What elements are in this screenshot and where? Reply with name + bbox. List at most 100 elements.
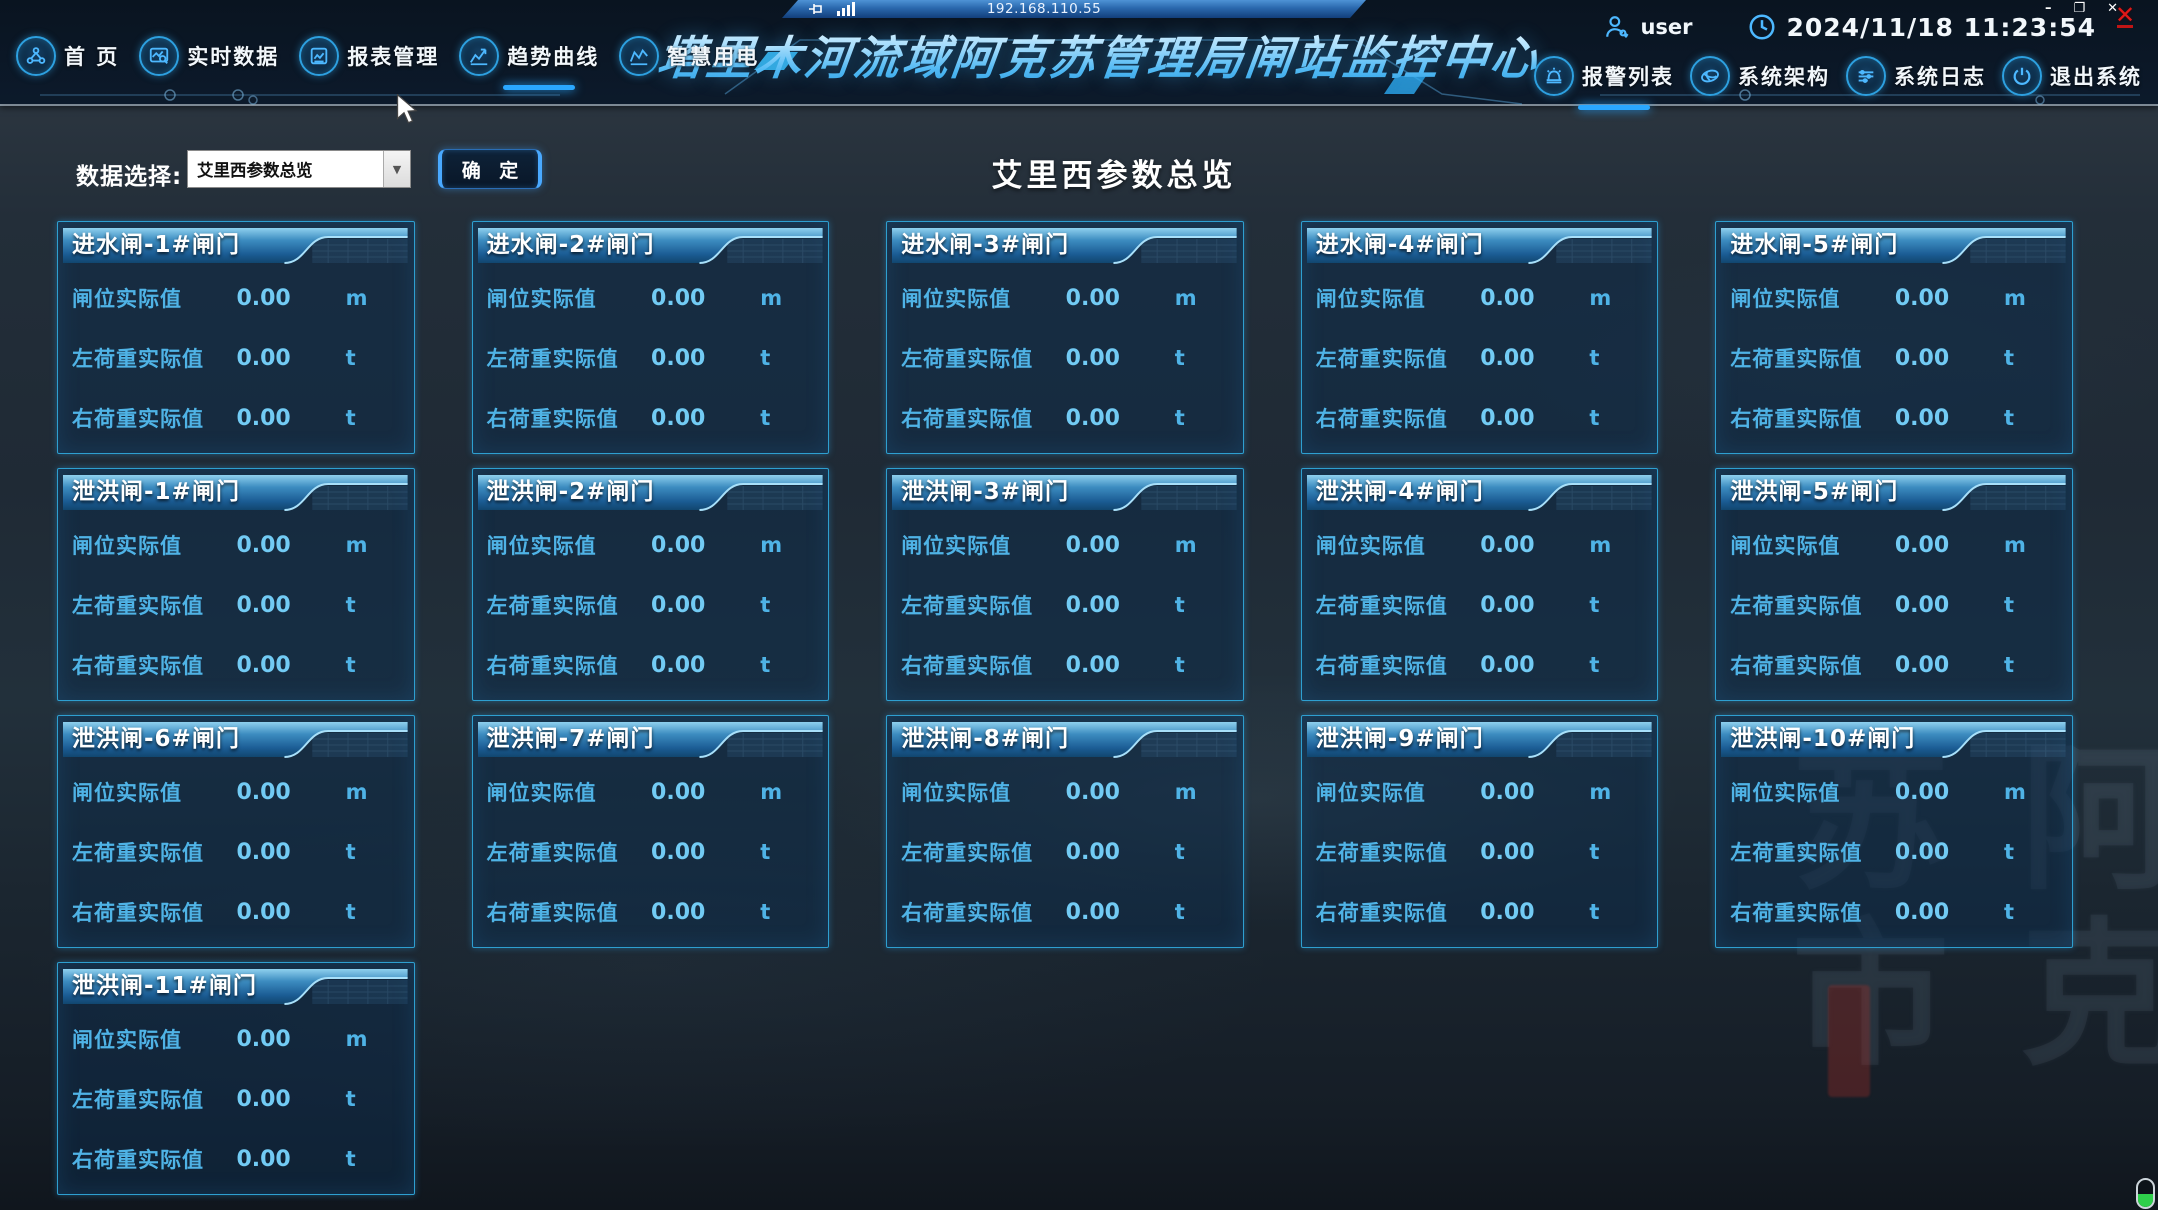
param-row-left-load: 左荷重实际值 0.00 t bbox=[1716, 822, 2072, 882]
param-value: 0.00 bbox=[651, 779, 706, 805]
param-row-left-load: 左荷重实际值 0.00 t bbox=[887, 328, 1243, 388]
gate-card-header: 进水闸-5#闸门 bbox=[1720, 226, 2068, 266]
param-unit: m bbox=[760, 780, 783, 804]
gate-card: 泄洪闸-2#闸门 闸位实际值 0.00 m 左荷重实际值 0.00 t 右荷重实… bbox=[471, 468, 830, 701]
clock-icon bbox=[1749, 14, 1774, 40]
param-unit: t bbox=[2004, 900, 2015, 924]
nav-active-indicator bbox=[1578, 105, 1650, 110]
param-row-gate-position: 闸位实际值 0.00 m bbox=[1716, 268, 2072, 328]
gate-card-header: 进水闸-1#闸门 bbox=[62, 226, 410, 266]
param-value: 0.00 bbox=[651, 839, 706, 865]
param-row-gate-position: 闸位实际值 0.00 m bbox=[58, 515, 414, 575]
page-title: 艾里西参数总览 bbox=[991, 158, 1237, 194]
param-label: 右荷重实际值 bbox=[1730, 901, 1863, 925]
gate-card-rows: 闸位实际值 0.00 m 左荷重实际值 0.00 t 右荷重实际值 0.00 t bbox=[1302, 515, 1658, 695]
nav-item-alarm-list[interactable]: 报警列表 bbox=[1534, 56, 1674, 110]
param-label: 闸位实际值 bbox=[1730, 781, 1841, 805]
param-label: 右荷重实际值 bbox=[72, 654, 204, 678]
param-row-right-load: 右荷重实际值 0.00 t bbox=[1716, 635, 2072, 695]
card-header-band bbox=[1306, 228, 1652, 264]
gate-card-title: 泄洪闸-3#闸门 bbox=[901, 479, 1070, 505]
param-value: 0.00 bbox=[1065, 652, 1120, 678]
nav-active-indicator bbox=[503, 85, 576, 90]
app-close-icon[interactable]: ✕ bbox=[2110, 2, 2140, 28]
gate-card-rows: 闸位实际值 0.00 m 左荷重实际值 0.00 t 右荷重实际值 0.00 t bbox=[58, 268, 414, 448]
gate-card: 进水闸-1#闸门 闸位实际值 0.00 m 左荷重实际值 0.00 t 右荷重实… bbox=[57, 221, 415, 454]
gate-card-title: 进水闸-4#闸门 bbox=[1315, 232, 1484, 258]
data-select-label: 数据选择: bbox=[76, 164, 183, 190]
dropdown-selected-value: 艾里西参数总览 bbox=[197, 161, 313, 180]
param-unit: m bbox=[1589, 286, 1612, 310]
gate-card: 泄洪闸-6#闸门 闸位实际值 0.00 m 左荷重实际值 0.00 t 右荷重实… bbox=[57, 715, 415, 948]
param-row-gate-position: 闸位实际值 0.00 m bbox=[1302, 762, 1658, 822]
param-unit: t bbox=[760, 406, 771, 430]
pin-icon[interactable] bbox=[808, 2, 824, 16]
data-select-dropdown[interactable]: 艾里西参数总览 ▼ bbox=[187, 150, 411, 188]
card-header-band bbox=[477, 475, 823, 511]
param-value: 0.00 bbox=[1480, 779, 1535, 805]
nav-item-system-log[interactable]: 系统日志 bbox=[1846, 56, 1986, 96]
param-value: 0.00 bbox=[236, 652, 291, 678]
gate-card-header: 泄洪闸-4#闸门 bbox=[1306, 473, 1654, 513]
confirm-button[interactable]: 确 定 bbox=[438, 149, 542, 189]
gate-card: 进水闸-5#闸门 闸位实际值 0.00 m 左荷重实际值 0.00 t 右荷重实… bbox=[1715, 221, 2073, 454]
param-value: 0.00 bbox=[651, 405, 706, 431]
nav-item-home[interactable]: 首 页 bbox=[16, 36, 119, 76]
user-block[interactable]: user bbox=[1604, 14, 1693, 40]
nav-item-exit-system[interactable]: 退出系统 bbox=[2002, 56, 2142, 96]
param-value: 0.00 bbox=[1480, 345, 1535, 371]
param-unit: m bbox=[2004, 780, 2026, 804]
gate-card-header: 泄洪闸-6#闸门 bbox=[62, 720, 410, 760]
param-unit: t bbox=[760, 653, 771, 677]
gate-card-title: 泄洪闸-2#闸门 bbox=[486, 479, 655, 505]
param-unit: t bbox=[345, 593, 356, 617]
param-row-left-load: 左荷重实际值 0.00 t bbox=[1302, 328, 1658, 388]
gate-card: 泄洪闸-8#闸门 闸位实际值 0.00 m 左荷重实际值 0.00 t 右荷重实… bbox=[886, 715, 1244, 948]
param-label: 右荷重实际值 bbox=[1730, 407, 1863, 431]
param-unit: m bbox=[345, 1027, 368, 1051]
gate-card-title: 泄洪闸-10#闸门 bbox=[1730, 726, 1916, 752]
scrollbar-indicator[interactable] bbox=[2136, 1178, 2155, 1209]
param-unit: t bbox=[1174, 346, 1185, 370]
nav-label: 智慧用电 bbox=[667, 45, 760, 69]
param-label: 闸位实际值 bbox=[72, 287, 182, 311]
nav-label: 报表管理 bbox=[347, 45, 440, 69]
minimize-button[interactable]: – bbox=[2044, 1, 2052, 16]
param-value: 0.00 bbox=[236, 1026, 291, 1052]
gate-card-header: 泄洪闸-7#闸门 bbox=[477, 720, 825, 760]
param-label: 闸位实际值 bbox=[1730, 287, 1841, 311]
param-row-right-load: 右荷重实际值 0.00 t bbox=[473, 882, 829, 942]
param-unit: t bbox=[1174, 653, 1185, 677]
param-unit: m bbox=[760, 286, 783, 310]
gate-card: 进水闸-3#闸门 闸位实际值 0.00 m 左荷重实际值 0.00 t 右荷重实… bbox=[886, 221, 1244, 454]
gate-card-title: 泄洪闸-9#闸门 bbox=[1315, 726, 1484, 752]
param-row-left-load: 左荷重实际值 0.00 t bbox=[473, 575, 829, 635]
card-header-band bbox=[1306, 722, 1652, 758]
param-row-left-load: 左荷重实际值 0.00 t bbox=[1716, 328, 2072, 388]
nav-item-trend-curve[interactable]: 趋势曲线 bbox=[459, 36, 599, 90]
background-seal bbox=[1828, 985, 1870, 1097]
gate-card-rows: 闸位实际值 0.00 m 左荷重实际值 0.00 t 右荷重实际值 0.00 t bbox=[473, 515, 829, 695]
nav-item-realtime-data[interactable]: 实时数据 bbox=[139, 36, 279, 76]
nav-item-report-management[interactable]: 报表管理 bbox=[299, 36, 439, 76]
param-unit: t bbox=[760, 593, 771, 617]
param-value: 0.00 bbox=[236, 899, 291, 925]
card-header-band bbox=[892, 475, 1237, 511]
card-header-band bbox=[62, 969, 408, 1005]
restore-button[interactable]: ❐ bbox=[2073, 1, 2086, 16]
param-label: 右荷重实际值 bbox=[72, 901, 204, 925]
param-value: 0.00 bbox=[236, 405, 291, 431]
nav-item-system-architecture[interactable]: 系统架构 bbox=[1690, 56, 1830, 96]
nav-item-smart-power[interactable]: 智慧用电 bbox=[619, 36, 759, 76]
trend-curve-icon bbox=[459, 36, 500, 76]
param-row-left-load: 左荷重实际值 0.00 t bbox=[1302, 822, 1658, 882]
param-label: 左荷重实际值 bbox=[901, 841, 1034, 865]
param-label: 闸位实际值 bbox=[1315, 534, 1426, 558]
param-label: 左荷重实际值 bbox=[486, 347, 619, 371]
gate-card-header: 泄洪闸-5#闸门 bbox=[1720, 473, 2068, 513]
chevron-down-icon[interactable]: ▼ bbox=[383, 151, 410, 187]
gate-card-title: 泄洪闸-4#闸门 bbox=[1315, 479, 1484, 505]
param-row-right-load: 右荷重实际值 0.00 t bbox=[887, 388, 1243, 448]
param-value: 0.00 bbox=[1065, 345, 1120, 371]
param-unit: m bbox=[1589, 533, 1612, 557]
